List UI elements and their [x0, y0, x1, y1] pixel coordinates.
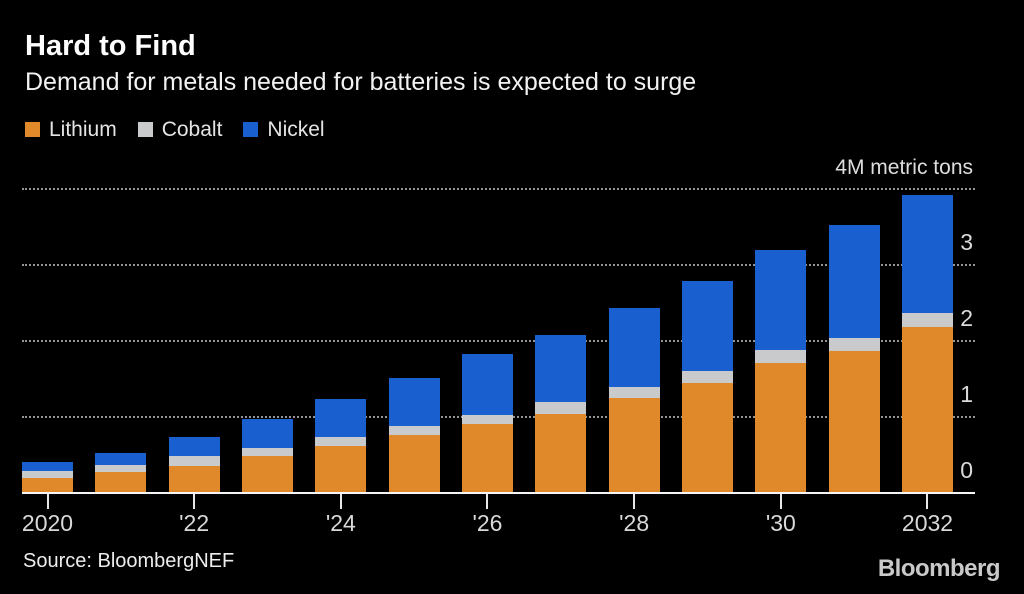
y-axis-unit-label: 4M metric tons — [835, 156, 973, 179]
bar-segment-cobalt-2030 — [755, 349, 807, 363]
bar-2026 — [461, 353, 513, 492]
chart-title: Hard to Find — [25, 30, 196, 62]
bar-segment-nickel-2021 — [95, 452, 147, 465]
x-axis-tick-2020 — [46, 494, 49, 509]
bar-segment-nickel-2031 — [828, 225, 880, 339]
bar-segment-lithium-2028 — [608, 397, 660, 492]
x-axis-label-2020: 2020 — [21, 510, 74, 536]
bar-segment-nickel-2022 — [168, 436, 220, 457]
bar-segment-lithium-2032 — [901, 327, 953, 492]
x-axis-tick-30 — [779, 494, 782, 509]
x-axis-label-24: '24 — [325, 510, 356, 536]
bar-segment-nickel-2032 — [901, 194, 953, 314]
legend: Lithium Cobalt Nickel — [25, 119, 325, 140]
bar-segment-cobalt-2025 — [388, 425, 440, 435]
legend-swatch-nickel — [243, 122, 259, 137]
bar-segment-nickel-2020 — [22, 462, 73, 471]
bar-segment-lithium-2030 — [755, 362, 807, 492]
chart-subtitle: Demand for metals needed for batteries i… — [25, 68, 697, 96]
x-axis-label-2032: 2032 — [901, 510, 954, 536]
legend-item-cobalt: Cobalt — [137, 118, 223, 141]
bar-segment-cobalt-2022 — [168, 456, 220, 467]
bar-segment-nickel-2027 — [535, 334, 587, 403]
x-axis-baseline — [22, 492, 975, 494]
y-axis-label-3: 3 — [960, 229, 973, 255]
x-axis-label-26: '26 — [472, 510, 503, 536]
x-axis-tick-28 — [633, 494, 636, 509]
bar-segment-lithium-2025 — [388, 435, 440, 492]
bar-segment-lithium-2024 — [315, 445, 367, 492]
legend-label-nickel: Nickel — [267, 118, 325, 141]
bar-segment-lithium-2023 — [241, 455, 293, 492]
bar-segment-nickel-2028 — [608, 308, 660, 388]
bar-2032 — [901, 194, 953, 492]
bar-2029 — [681, 280, 733, 492]
x-axis-label-22: '22 — [179, 510, 210, 536]
bar-2030 — [755, 250, 807, 492]
legend-label-cobalt: Cobalt — [161, 118, 223, 141]
gridline-3 — [22, 264, 975, 266]
legend-item-nickel: Nickel — [243, 118, 325, 141]
bar-segment-lithium-2027 — [535, 413, 587, 492]
bar-segment-cobalt-2026 — [461, 415, 513, 424]
legend-item-lithium: Lithium — [25, 119, 117, 140]
bar-segment-nickel-2029 — [681, 280, 733, 372]
bar-segment-nickel-2026 — [461, 353, 513, 416]
gridline-2 — [22, 340, 975, 342]
x-axis-label-30: '30 — [765, 510, 796, 536]
x-axis-tick-24 — [339, 494, 342, 509]
bar-2025 — [388, 378, 440, 492]
bar-segment-lithium-2026 — [461, 423, 513, 492]
plot-area: 4M metric tons 3 2 1 0 2020 '22 '24 '26 '28 '30 203… — [22, 157, 975, 535]
gridline-4 — [22, 188, 975, 190]
x-axis-tick-26 — [486, 494, 489, 509]
bar-segment-cobalt-2031 — [828, 338, 880, 351]
x-axis-tick-22 — [193, 494, 196, 509]
bar-segment-cobalt-2024 — [315, 437, 367, 446]
legend-swatch-lithium — [25, 122, 40, 137]
bar-segment-lithium-2029 — [681, 383, 733, 492]
legend-label-lithium: Lithium — [49, 118, 117, 141]
bar-2020 — [22, 462, 73, 492]
bar-segment-cobalt-2023 — [241, 447, 293, 456]
bloomberg-logo: Bloomberg — [877, 555, 1001, 582]
bar-segment-cobalt-2028 — [608, 387, 660, 398]
bar-segment-nickel-2025 — [388, 378, 440, 426]
bar-segment-cobalt-2020 — [22, 470, 73, 479]
bar-segment-lithium-2022 — [168, 466, 220, 492]
bar-segment-cobalt-2029 — [681, 371, 733, 384]
bar-2027 — [535, 334, 587, 492]
x-axis-label-28: '28 — [619, 510, 650, 536]
bar-2031 — [828, 225, 880, 492]
bar-segment-cobalt-2021 — [95, 464, 147, 473]
y-axis-label-1: 1 — [960, 381, 973, 407]
bar-2021 — [95, 452, 147, 492]
bar-segment-cobalt-2027 — [535, 402, 587, 414]
bar-2022 — [168, 436, 220, 492]
legend-swatch-cobalt — [137, 122, 153, 137]
x-axis-tick-2032 — [926, 494, 929, 509]
bar-2028 — [608, 308, 660, 492]
bar-segment-cobalt-2032 — [901, 313, 953, 328]
y-axis-label-2: 2 — [960, 305, 973, 331]
bar-segment-nickel-2024 — [315, 398, 367, 438]
bar-segment-lithium-2021 — [95, 472, 147, 492]
bar-2024 — [315, 398, 367, 492]
bar-2023 — [241, 419, 293, 492]
bar-segment-lithium-2020 — [22, 478, 73, 492]
y-axis-label-0: 0 — [960, 457, 973, 483]
bar-segment-lithium-2031 — [828, 350, 880, 492]
source-attribution: Source: BloombergNEF — [23, 550, 235, 572]
bar-segment-nickel-2030 — [755, 250, 807, 350]
bar-segment-nickel-2023 — [241, 419, 293, 448]
